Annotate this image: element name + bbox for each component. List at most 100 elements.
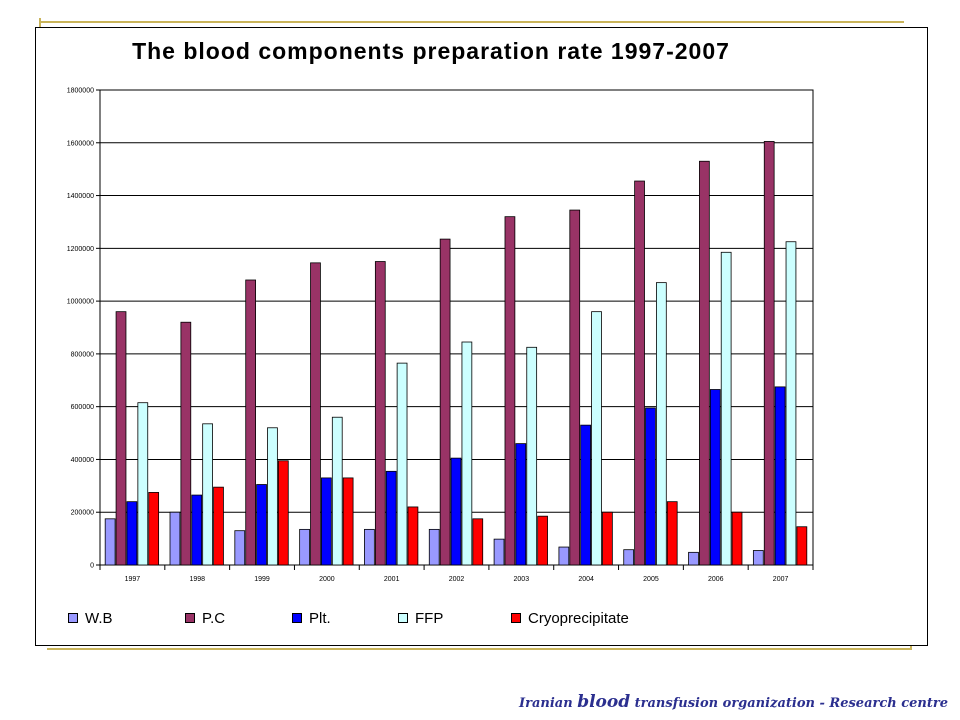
bar-cryoprecipitate-1999	[277, 460, 289, 566]
bar-plt--2002	[450, 457, 462, 566]
bar-p-c-2007	[763, 141, 775, 566]
legend-swatch	[68, 613, 78, 623]
bar-plt--1998	[191, 494, 203, 566]
legend-label: Cryoprecipitate	[528, 609, 629, 627]
bar-cryoprecipitate-2001	[407, 506, 419, 566]
bar-ffp-1998	[202, 423, 213, 566]
bar-cryoprecipitate-2005	[666, 501, 678, 566]
legend-label: W.B	[85, 609, 113, 627]
y-tick-label: 1200000	[67, 246, 94, 253]
footer-text-2: blood	[577, 692, 631, 712]
bar-cryoprecipitate-2000	[342, 477, 354, 566]
x-tick-label: 2001	[384, 576, 400, 583]
chart-frame: The blood components preparation rate 19…	[35, 27, 928, 646]
slide-accent-line-top	[39, 21, 904, 23]
legend-item-plt-: Plt.	[292, 608, 331, 628]
bar-plt--2001	[385, 470, 397, 566]
bar-ffp-2001	[396, 362, 408, 566]
bar-w-b-2006	[688, 551, 699, 566]
chart-title: The blood components preparation rate 19…	[132, 38, 730, 64]
bar-p-c-1998	[180, 321, 192, 566]
legend-label: Plt.	[309, 609, 331, 627]
bar-ffp-1997	[137, 402, 149, 566]
legend-swatch	[292, 613, 302, 623]
bar-p-c-2006	[699, 160, 710, 566]
bar-ffp-2007	[785, 241, 797, 566]
bar-w-b-1999	[234, 530, 246, 566]
bar-ffp-1999	[267, 427, 278, 566]
x-tick-label: 1998	[189, 576, 205, 583]
bar-cryoprecipitate-1997	[148, 492, 160, 566]
bar-plt--1999	[256, 484, 267, 566]
legend-swatch	[398, 613, 408, 623]
bar-w-b-1998	[169, 511, 181, 566]
bar-plt--2003	[515, 443, 527, 566]
bar-ffp-2006	[720, 251, 732, 566]
bar-p-c-2004	[569, 209, 581, 566]
y-tick-label: 600000	[71, 404, 94, 411]
y-tick-label: 1800000	[67, 88, 94, 95]
chart-legend: W.B P.C Plt. FFP Cryoprecipitate	[68, 608, 708, 628]
bar-plt--2004	[580, 424, 591, 566]
x-tick-label: 2005	[643, 576, 659, 583]
bar-cryoprecipitate-1998	[213, 486, 224, 566]
y-tick-label: 0	[90, 563, 94, 570]
legend-label: P.C	[202, 609, 226, 627]
bar-w-b-2007	[752, 550, 764, 566]
bar-p-c-2005	[634, 180, 645, 566]
x-tick-label: 2003	[514, 576, 530, 583]
y-tick-label: 1400000	[67, 193, 94, 200]
y-tick-label: 400000	[71, 457, 94, 464]
bar-cryoprecipitate-2004	[602, 511, 613, 566]
bar-w-b-1997	[104, 518, 116, 566]
bar-w-b-2001	[364, 528, 375, 566]
footer-organization-note: Iranian blood transfusion organization -…	[519, 692, 948, 712]
bar-p-c-2003	[504, 216, 516, 566]
bar-ffp-2005	[655, 282, 667, 566]
bar-cryoprecipitate-2007	[796, 526, 808, 566]
x-tick-label: 2000	[319, 576, 335, 583]
bar-cryoprecipitate-2002	[472, 518, 484, 566]
bar-p-c-2001	[374, 261, 386, 566]
x-tick-label: 2002	[449, 576, 465, 583]
bar-chart: 0 200000 400000 600000 800000 1000000 1200000 1…	[67, 88, 814, 583]
bar-ffp-2004	[591, 311, 602, 566]
bar-w-b-2004	[558, 546, 570, 566]
y-tick-label: 1000000	[67, 299, 94, 306]
y-tick-label: 200000	[71, 510, 94, 517]
bar-w-b-2000	[299, 528, 310, 566]
bar-plt--2000	[321, 477, 332, 566]
bar-ffp-2000	[331, 416, 343, 566]
bar-p-c-2002	[439, 238, 451, 566]
x-tick-label: 1999	[254, 576, 270, 583]
y-tick-label: 1600000	[67, 140, 94, 147]
footer-text-4: - Research centre	[814, 696, 948, 711]
bar-plt--1997	[126, 501, 138, 566]
legend-swatch	[511, 613, 521, 623]
bar-w-b-2003	[493, 538, 505, 566]
x-tick-label: 2004	[578, 576, 594, 583]
bar-ffp-2002	[461, 341, 473, 566]
bar-p-c-2000	[310, 262, 321, 566]
footer-text-1: Iranian	[519, 696, 578, 711]
bar-ffp-2003	[526, 346, 538, 566]
bar-p-c-1997	[115, 311, 127, 566]
legend-item-w-b: W.B	[68, 608, 113, 628]
slide-accent-line-bottom	[47, 648, 912, 650]
legend-label: FFP	[415, 609, 444, 627]
x-tick-label: 2007	[773, 576, 789, 583]
bar-w-b-2005	[623, 549, 635, 566]
footer-text-3: transfusion organization	[630, 696, 815, 711]
bar-p-c-1999	[245, 279, 257, 566]
bar-w-b-2002	[428, 528, 440, 566]
x-tick-label: 1997	[125, 576, 141, 583]
legend-item-cryoprecipitate: Cryoprecipitate	[511, 608, 629, 628]
bar-plt--2007	[774, 386, 786, 566]
y-tick-label: 800000	[71, 351, 94, 358]
bar-cryoprecipitate-2003	[537, 515, 548, 566]
legend-item-ffp: FFP	[398, 608, 443, 628]
bar-plt--2005	[645, 407, 656, 566]
x-tick-label: 2006	[708, 576, 724, 583]
legend-swatch	[185, 613, 195, 623]
bar-cryoprecipitate-2006	[731, 511, 743, 566]
